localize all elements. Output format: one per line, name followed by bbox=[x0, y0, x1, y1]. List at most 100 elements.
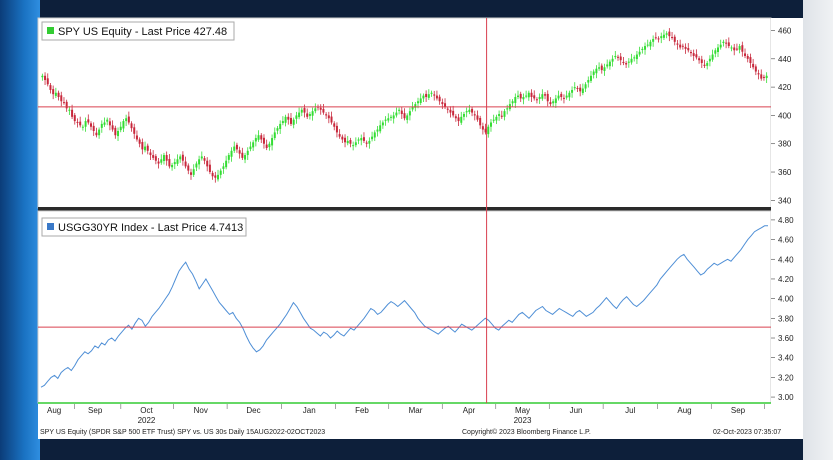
right-axis-column bbox=[771, 18, 803, 403]
month-label: Apr bbox=[463, 406, 476, 415]
candle-body bbox=[362, 137, 365, 141]
candle-body bbox=[81, 126, 84, 128]
candle-body bbox=[460, 116, 463, 123]
panel-separator bbox=[38, 207, 771, 211]
candle-body bbox=[622, 61, 625, 64]
month-label: Feb bbox=[355, 406, 369, 415]
month-label: Jan bbox=[303, 406, 316, 415]
candle-body bbox=[335, 125, 338, 133]
candle-body bbox=[265, 144, 268, 148]
candle-body bbox=[284, 116, 287, 123]
candle-body bbox=[408, 111, 411, 116]
candle-body bbox=[441, 102, 444, 105]
candle-body bbox=[541, 94, 544, 99]
candle-body bbox=[349, 140, 352, 144]
candle-body bbox=[338, 134, 341, 137]
candle-body bbox=[592, 71, 595, 75]
candle-body bbox=[352, 145, 355, 147]
candle-body bbox=[62, 102, 65, 104]
candle-body bbox=[368, 140, 371, 144]
candle-body bbox=[489, 122, 492, 127]
candle-body bbox=[276, 128, 279, 131]
candle-body bbox=[630, 58, 633, 63]
candle-body bbox=[165, 155, 168, 161]
footer-left: SPY US Equity (SPDR S&P 500 ETF Trust) S… bbox=[40, 429, 325, 436]
candle-body bbox=[198, 159, 201, 165]
candle-body bbox=[100, 123, 103, 128]
candle-body bbox=[422, 95, 425, 99]
candle-body bbox=[565, 95, 568, 98]
price-legend: SPY US Equity - Last Price 427.48 bbox=[41, 21, 235, 41]
reference-lines bbox=[38, 18, 771, 403]
candle-body bbox=[214, 175, 217, 178]
candle-body bbox=[562, 97, 565, 99]
candle-body bbox=[357, 139, 360, 141]
footer-center: Copyright© 2023 Bloomberg Finance L.P. bbox=[462, 428, 591, 436]
yield-tick-label: 4.00 bbox=[778, 295, 794, 304]
candle-body bbox=[754, 66, 757, 72]
price-tick-label: 440 bbox=[778, 55, 792, 64]
yield-tick-label: 3.20 bbox=[778, 373, 794, 382]
month-label: Sep bbox=[731, 406, 746, 415]
candle-body bbox=[222, 166, 225, 169]
candle-body bbox=[152, 155, 155, 158]
candle-body bbox=[381, 122, 384, 126]
candle-body bbox=[717, 47, 720, 53]
candle-body bbox=[98, 129, 101, 136]
candle-body bbox=[495, 116, 498, 121]
candle-body bbox=[546, 93, 549, 102]
candle-body bbox=[752, 63, 755, 68]
candle-body bbox=[108, 121, 111, 126]
candle-body bbox=[725, 42, 728, 44]
candle-body bbox=[79, 121, 82, 126]
candle-body bbox=[608, 61, 611, 67]
candle-body bbox=[430, 92, 433, 94]
candle-body bbox=[603, 67, 606, 71]
candle-body bbox=[200, 156, 203, 159]
candle-body bbox=[765, 75, 768, 79]
candle-body bbox=[665, 33, 668, 35]
candle-body bbox=[230, 150, 233, 157]
year-label: 2022 bbox=[138, 416, 156, 425]
month-label: May bbox=[515, 406, 530, 415]
candle-body bbox=[462, 114, 465, 117]
candle-body bbox=[568, 92, 571, 98]
candle-body bbox=[468, 109, 471, 113]
candle-body bbox=[746, 55, 749, 59]
yield-tick-label: 3.40 bbox=[778, 354, 794, 363]
candle-body bbox=[452, 110, 455, 116]
candle-body bbox=[65, 101, 68, 109]
price-tick-label: 380 bbox=[778, 140, 792, 149]
candle-body bbox=[517, 95, 520, 98]
candle-body bbox=[133, 127, 136, 134]
candle-body bbox=[54, 92, 57, 96]
candle-body bbox=[506, 108, 509, 110]
candle-body bbox=[157, 161, 160, 164]
candle-body bbox=[114, 127, 117, 136]
candle-body bbox=[346, 140, 349, 144]
candle-body bbox=[662, 34, 665, 38]
candle-body bbox=[211, 172, 214, 177]
candle-body bbox=[122, 121, 125, 129]
candle-body bbox=[146, 145, 149, 151]
candle-body bbox=[57, 92, 60, 98]
candle-body bbox=[314, 108, 317, 112]
yield-tick-label: 4.80 bbox=[778, 216, 794, 225]
candle-body bbox=[327, 115, 330, 119]
candle-body bbox=[344, 137, 347, 143]
candle-body bbox=[749, 57, 752, 64]
candle-body bbox=[95, 132, 98, 136]
candle-body bbox=[254, 138, 257, 142]
candle-body bbox=[225, 160, 228, 168]
yield-legend: USGG30YR Index - Last Price 4.7413 bbox=[41, 217, 247, 237]
candle-body bbox=[379, 125, 382, 132]
candle-body bbox=[249, 146, 252, 150]
year-label: 2023 bbox=[514, 416, 532, 425]
candle-body bbox=[738, 46, 741, 50]
candle-body bbox=[735, 48, 738, 50]
candle-body bbox=[289, 117, 292, 124]
candle-body bbox=[398, 109, 401, 111]
price-tick-label: 400 bbox=[778, 111, 792, 120]
candle-body bbox=[619, 56, 622, 61]
candle-body bbox=[52, 89, 55, 95]
